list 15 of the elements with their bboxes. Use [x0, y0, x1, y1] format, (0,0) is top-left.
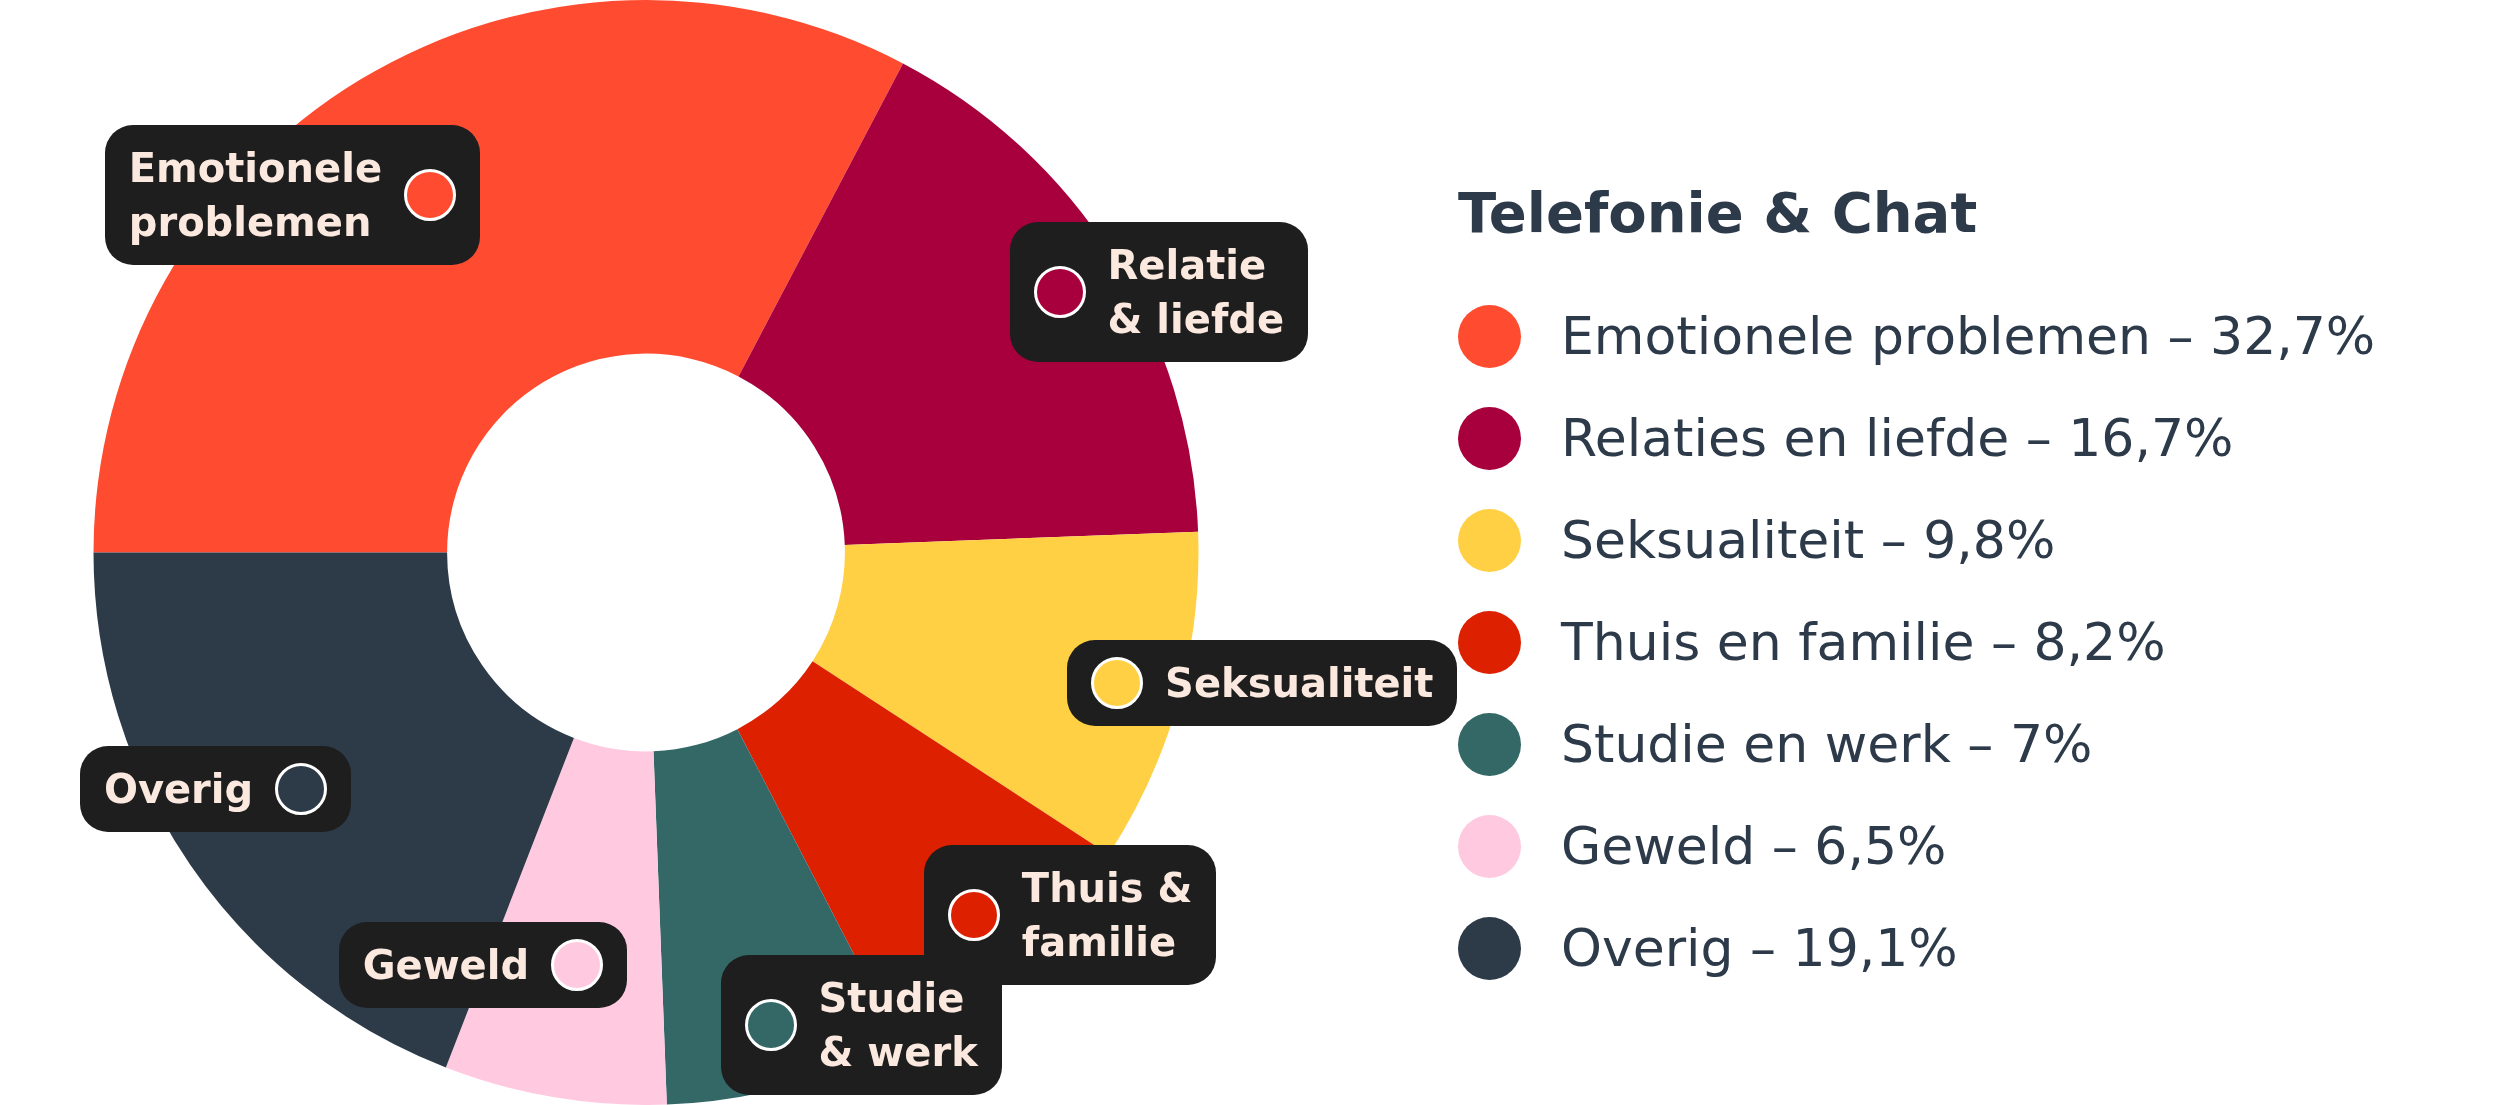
- legend-label: Geweld – 6,5%: [1561, 816, 1947, 876]
- legend-label: Overig – 19,1%: [1561, 918, 1958, 978]
- text: Seksualiteit: [1165, 659, 1434, 706]
- legend-label: Thuis en familie – 8,2%: [1561, 612, 2166, 672]
- legend-label: Studie en werk – 7%: [1561, 714, 2093, 774]
- text: Relatie & liefde: [1107, 241, 1285, 342]
- text: Emotionele problemen: [128, 144, 383, 245]
- text: Thuis & familie: [1021, 865, 1193, 966]
- legend-label: Relaties en liefde – 16,7%: [1561, 408, 2234, 468]
- legend-label: Seksualiteit – 9,8%: [1561, 510, 2056, 570]
- text: Geweld: [362, 941, 530, 988]
- legend-title: Telefonie & Chat: [1458, 180, 1979, 245]
- legend-label: Emotionele problemen – 32,7%: [1561, 306, 2376, 366]
- text: Studie & werk: [818, 975, 978, 1076]
- text: Overig: [103, 765, 254, 812]
